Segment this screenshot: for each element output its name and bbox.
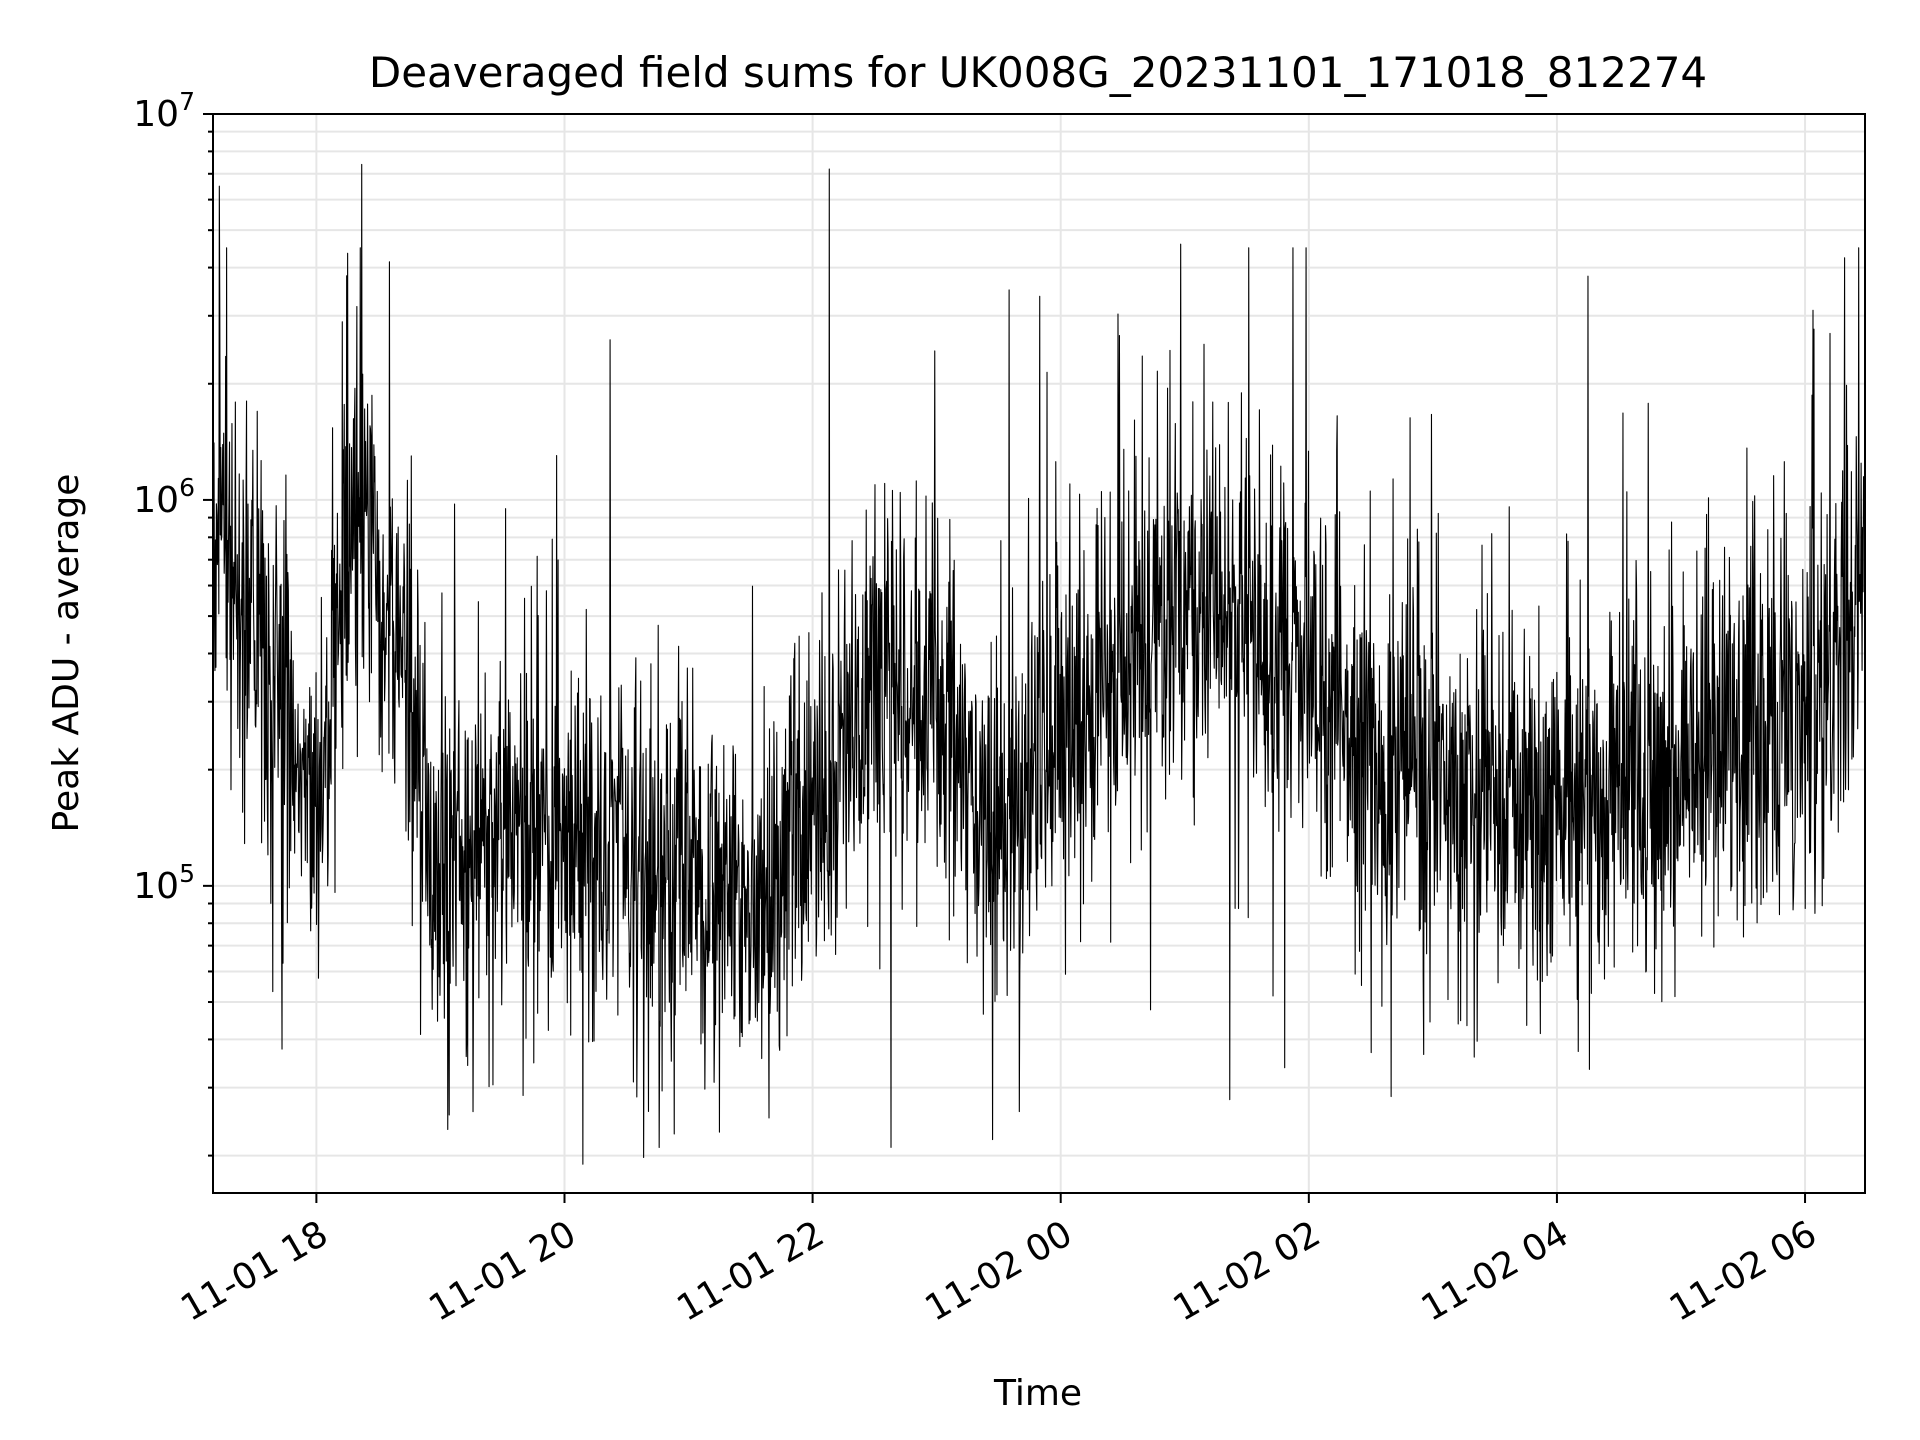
y-tick-label: 105 xyxy=(133,859,195,907)
y-ticks: 105 106 107 xyxy=(133,87,213,1157)
y-tick-label: 107 xyxy=(133,87,195,135)
series-group xyxy=(212,163,1866,1165)
chart-title: Deaveraged field sums for UK008G_2023110… xyxy=(369,48,1707,97)
x-axis-label: Time xyxy=(993,1373,1082,1414)
y-tick-label: 106 xyxy=(133,473,195,521)
y-axis-label: Peak ADU - average xyxy=(46,474,87,833)
series-line xyxy=(212,163,1866,1165)
